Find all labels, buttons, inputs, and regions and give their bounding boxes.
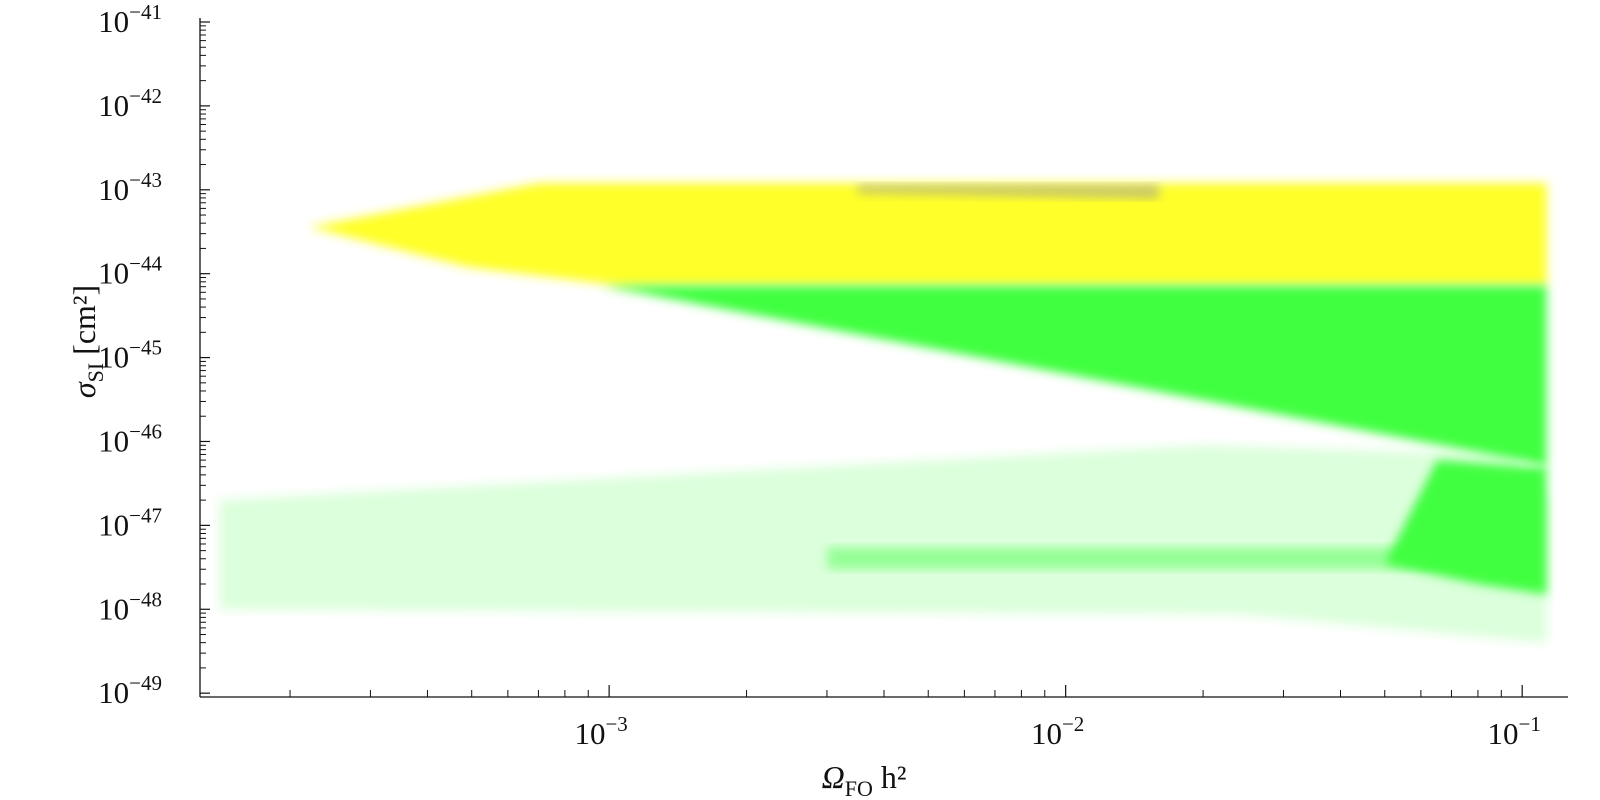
y-tick-label: 10−48 (98, 587, 162, 626)
y-tick-label: 10−45 (98, 336, 162, 375)
x-tick-label: 10−1 (1488, 712, 1541, 751)
x-tick-label: 10−2 (1031, 712, 1084, 751)
point-cloud (827, 547, 1437, 570)
x-axis-title: ΩFO h² (822, 759, 907, 800)
plot-area (219, 183, 1547, 643)
y-tick-label: 10−42 (98, 84, 162, 123)
point-cloud (601, 285, 1547, 466)
y-tick-label: 10−49 (98, 671, 162, 710)
y-tick-label: 10−46 (98, 419, 162, 458)
y-tick-label: 10−47 (98, 503, 162, 542)
axes: 10−41 10−42 10−43 10−44 10−45 10−46 10−47 10−48… (66, 0, 1568, 800)
y-tick-label: 10−41 (98, 0, 162, 39)
point-cloud (308, 183, 1547, 286)
y-tick-label: 10−44 (98, 252, 162, 291)
y-tick-label: 10−43 (98, 168, 162, 207)
x-tick-label: 10−3 (574, 712, 627, 751)
y-axis-title: σSI [cm²] (66, 285, 108, 398)
point-cloud (857, 184, 1159, 199)
point-cloud (219, 445, 1547, 643)
